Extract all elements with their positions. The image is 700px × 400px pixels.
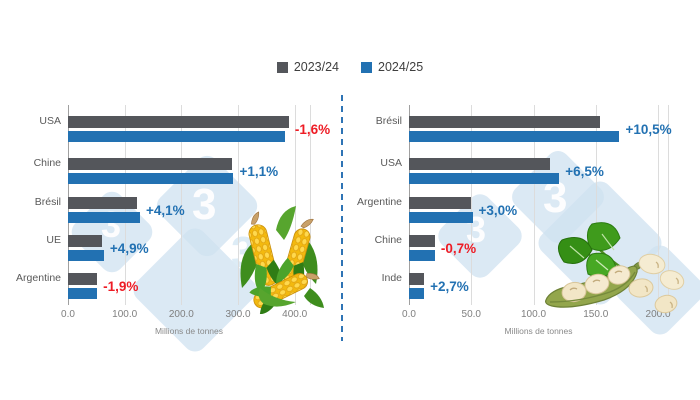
- bar-2023/24-USA: [68, 116, 289, 128]
- legend-swatch-2024-25: [361, 61, 372, 73]
- grid-line: [294, 105, 296, 305]
- x-axis-tick-label: 400.0: [282, 309, 308, 320]
- change-label: +6,5%: [565, 164, 604, 179]
- bar-2023/24-USA: [409, 158, 551, 170]
- category-label: Argentine: [16, 272, 61, 284]
- bar-2024/25-USA: [68, 130, 286, 142]
- change-label: -1,6%: [294, 122, 331, 137]
- grid-line: [658, 105, 660, 305]
- bar-2023/24-Argentine: [409, 197, 471, 209]
- bar-2023/24-Chine: [68, 158, 232, 170]
- x-axis-title: Millions de tonnes: [154, 326, 224, 336]
- x-axis-tick-label: 200.0: [645, 309, 671, 320]
- category-label: UE: [46, 234, 61, 246]
- category-label: Argentine: [357, 196, 402, 208]
- x-axis-tick-label: 0.0: [61, 309, 75, 320]
- grid-line: [238, 105, 240, 305]
- bar-2024/25-UE: [68, 249, 104, 261]
- category-label: Inde: [381, 272, 402, 284]
- bar-2024/25-Inde: [409, 287, 425, 299]
- change-label: +4,9%: [109, 241, 149, 256]
- watermark-3-glyph: 3: [192, 180, 217, 229]
- x-axis-tick-label: 150.0: [583, 309, 609, 320]
- change-label: +4,1%: [145, 203, 185, 218]
- corn-illustration: [240, 206, 324, 314]
- bar-2024/25-Argentine: [68, 287, 97, 299]
- x-axis-tick-label: 100.0: [521, 309, 547, 320]
- category-label: Brésil: [375, 115, 402, 127]
- bar-2023/24-Brésil: [68, 197, 138, 209]
- grid-line: [668, 105, 669, 305]
- category-label: Chine: [33, 157, 61, 169]
- change-label: +2,7%: [430, 279, 469, 294]
- bar-2024/25-Brésil: [409, 130, 620, 142]
- bar-2023/24-UE: [68, 235, 103, 247]
- legend-item-2024-25: 2024/25: [361, 60, 423, 74]
- divider-dashed-line: [341, 95, 343, 341]
- category-label: USA: [39, 115, 61, 127]
- category-label: USA: [380, 157, 402, 169]
- bar-2023/24-Brésil: [409, 116, 600, 128]
- legend-label-2024-25: 2024/25: [378, 60, 424, 74]
- bar-2024/25-Chine: [68, 172, 234, 184]
- change-label: -0,7%: [440, 241, 477, 256]
- bar-2024/25-Argentine: [409, 211, 473, 223]
- x-axis-title: Millions de tonnes: [504, 326, 573, 336]
- legend: 2023/24 2024/25: [0, 60, 700, 74]
- legend-label-2023-24: 2023/24: [293, 60, 339, 74]
- x-axis-tick-label: 200.0: [168, 309, 194, 320]
- bar-2024/25-Chine: [409, 249, 435, 261]
- grid-line: [181, 105, 183, 305]
- change-label: +10,5%: [625, 122, 672, 137]
- grid-line: [533, 105, 535, 305]
- change-label: -1,9%: [103, 279, 139, 294]
- bar-2024/25-Brésil: [68, 211, 140, 223]
- x-axis-tick-label: 300.0: [225, 309, 251, 320]
- grid-line: [471, 105, 473, 305]
- soybean-illustration: [545, 222, 685, 314]
- x-axis-tick-label: 100.0: [112, 309, 138, 320]
- category-label: Chine: [374, 234, 402, 246]
- legend-swatch-2023-24: [276, 61, 288, 73]
- legend-item-2023-24: 2023/24: [276, 60, 339, 74]
- bar-2023/24-Chine: [409, 235, 435, 247]
- change-label: +3,0%: [478, 203, 518, 218]
- change-label: +1,1%: [239, 164, 279, 179]
- x-axis-tick-label: 50.0: [461, 309, 481, 320]
- bar-2023/24-Argentine: [68, 273, 98, 285]
- x-axis-tick-label: 0.0: [402, 309, 416, 320]
- category-label: Brésil: [34, 196, 61, 208]
- bar-2023/24-Inde: [409, 273, 424, 285]
- bar-2024/25-USA: [409, 172, 560, 184]
- grid-line: [310, 105, 311, 305]
- grid-line: [595, 105, 597, 305]
